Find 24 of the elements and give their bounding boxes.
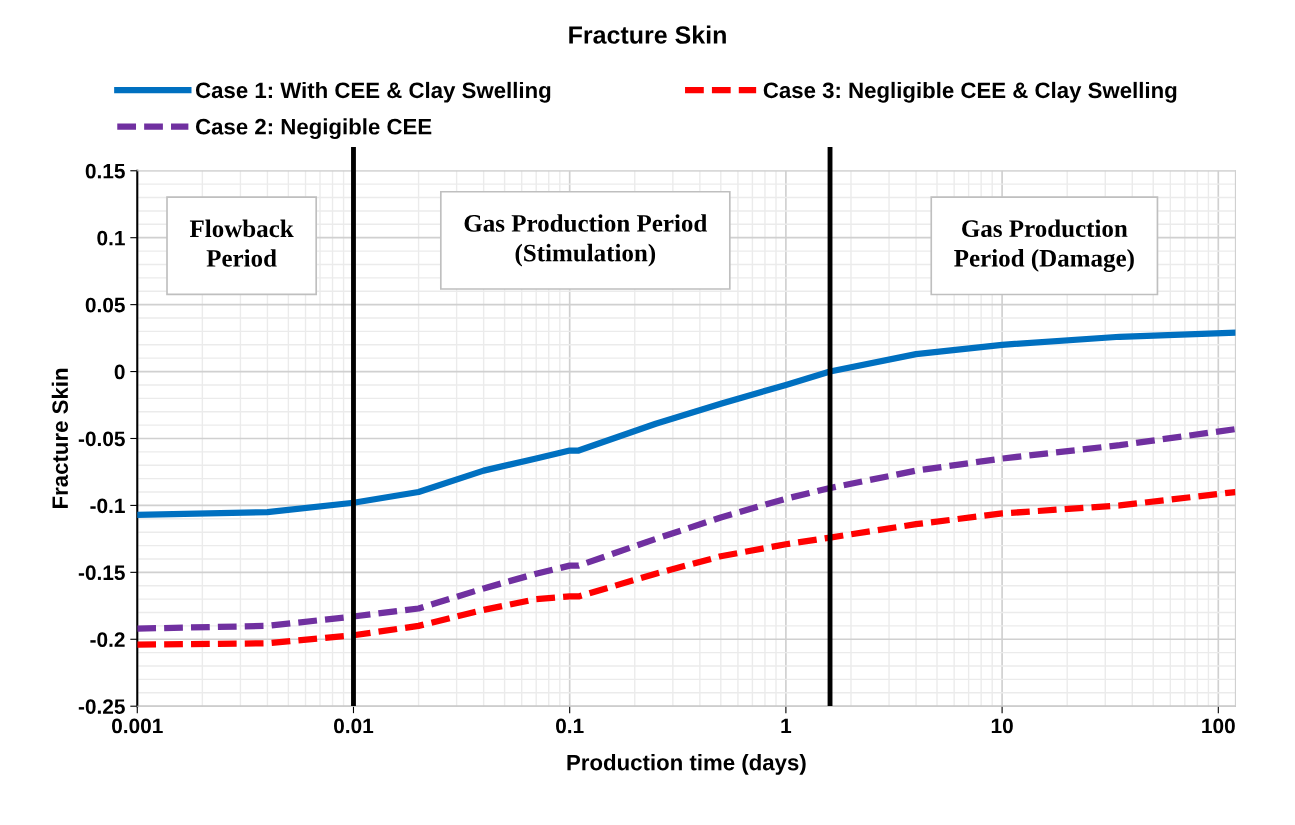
y-tick-label: -0.15 <box>78 565 125 581</box>
chart-title: Fracture Skin <box>569 25 726 44</box>
x-tick-label: 0.01 <box>334 718 374 734</box>
x-tick-label: 10 <box>991 718 1013 734</box>
legend-label: Case 1: With CEE & Clay Swelling <box>195 81 551 103</box>
y-axis-title: Fracture Skin <box>51 368 69 509</box>
y-tick-label: -0.2 <box>90 632 125 648</box>
y-tick-label: 0.15 <box>85 163 125 179</box>
y-tick-label: 0 <box>114 364 125 380</box>
y-tick-label: -0.05 <box>78 431 125 447</box>
x-axis-title: Production time (days) <box>567 754 806 775</box>
annotation: Gas Production Period (Stimulation) <box>464 214 708 267</box>
y-tick-label: 0.05 <box>85 297 125 313</box>
x-tick-label: 0.001 <box>112 718 163 734</box>
annotation: Gas Production Period (Damage) <box>954 219 1134 272</box>
legend-label: Case 3: Negligible CEE & Clay Swelling <box>763 81 1177 103</box>
y-tick-label: -0.25 <box>78 699 125 714</box>
x-tick-label: 100 <box>1202 718 1235 734</box>
annotation: Flowback Period <box>189 219 294 267</box>
legend-label: Case 2: Negigible CEE <box>195 118 432 140</box>
y-tick-label: 0.1 <box>97 230 125 246</box>
x-tick-label: 0.1 <box>556 718 584 734</box>
x-tick-label: 1 <box>781 718 792 734</box>
y-tick-label: -0.1 <box>90 498 125 514</box>
